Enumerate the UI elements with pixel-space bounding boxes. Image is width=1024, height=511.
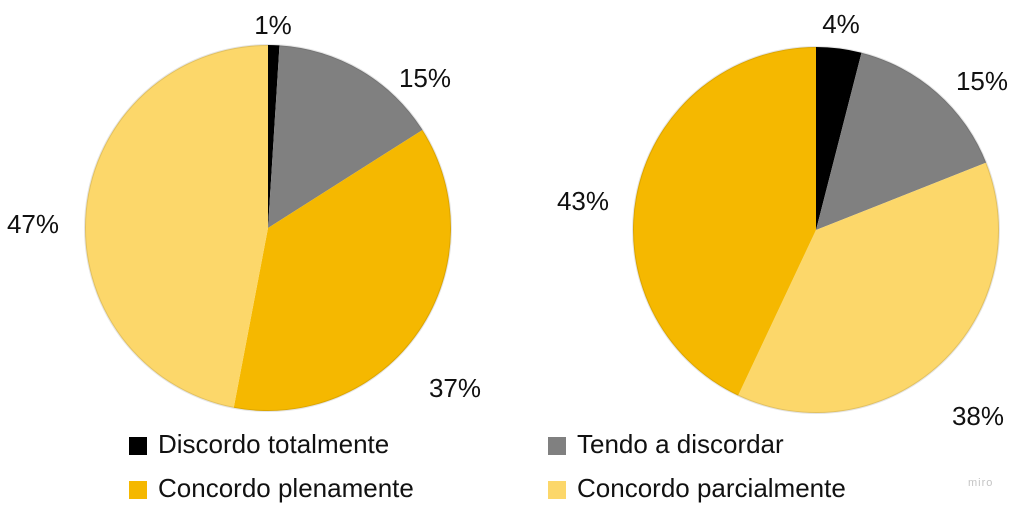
- pie-2-data-label: 43%: [557, 186, 609, 216]
- pie-2-slice-discordo-totalmente: [816, 47, 862, 230]
- pie-2-slice-tendo-a-discordar: [816, 52, 987, 230]
- pie-1-slice-concordo-plenamente: [233, 129, 452, 412]
- pie-1-slice-discordo-totalmente: [268, 45, 280, 228]
- pie-group: 1% 15% 37% 47% 4% 15% 38% 43%: [7, 9, 1008, 431]
- legend-label: Concordo plenamente: [158, 473, 414, 503]
- pie-2-rim: [632, 46, 1000, 414]
- legend-label: Concordo parcialmente: [577, 473, 846, 503]
- pie-1-data-label: 37%: [429, 373, 481, 403]
- legend-swatch: [548, 481, 566, 499]
- pie-1-data-label: 15%: [399, 63, 451, 93]
- pie-2-data-label: 38%: [952, 401, 1004, 431]
- legend-item: Tendo a discordar: [548, 429, 784, 459]
- pie-2-slice-concordo-parcialmente: [738, 162, 1000, 413]
- pie-chart-1: 1% 15% 37% 47%: [7, 10, 481, 412]
- pie-2-slice-concordo-plenamente: [633, 47, 816, 396]
- legend-swatch: [129, 437, 147, 455]
- pie-1-data-label: 1%: [254, 10, 292, 40]
- pie-1-rim: [84, 44, 452, 412]
- legend-item: Concordo plenamente: [129, 473, 414, 503]
- pie-1-slice-tendo-a-discordar: [268, 45, 423, 228]
- watermark: miro: [968, 477, 993, 489]
- legend-swatch: [129, 481, 147, 499]
- pie-1-data-label: 47%: [7, 209, 59, 239]
- pie-chart-2: 4% 15% 38% 43%: [557, 9, 1008, 431]
- legend: Discordo totalmente Tendo a discordar Conc…: [129, 429, 846, 503]
- pie-2-data-label: 15%: [956, 66, 1008, 96]
- legend-label: Tendo a discordar: [577, 429, 784, 459]
- legend-label: Discordo totalmente: [158, 429, 389, 459]
- legend-item: Concordo parcialmente: [548, 473, 846, 503]
- legend-item: Discordo totalmente: [129, 429, 389, 459]
- pie-1-slice-concordo-parcialmente: [84, 45, 268, 408]
- legend-swatch: [548, 437, 566, 455]
- pie-2-data-label: 4%: [822, 9, 860, 39]
